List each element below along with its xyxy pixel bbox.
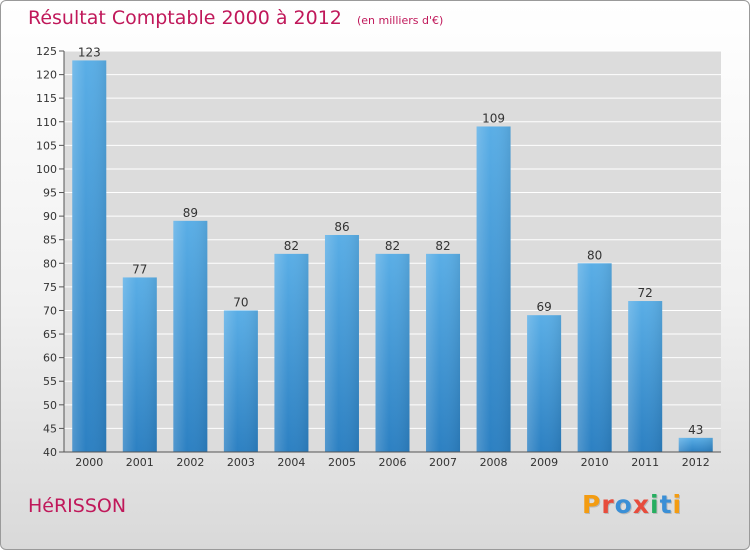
data-label: 72 (638, 286, 653, 300)
bar-shade (577, 263, 612, 452)
data-labels: 123 77 89 70 82 86 82 82 109 69 80 72 43 (78, 45, 704, 436)
data-label: 82 (385, 239, 400, 253)
bar-shade (375, 253, 410, 452)
bar-shade (628, 301, 663, 452)
x-tick-label: 2005 (328, 456, 356, 469)
data-label: 82 (284, 239, 299, 253)
data-label: 109 (482, 111, 505, 125)
x-tick-label: 2008 (480, 456, 508, 469)
x-tick-label: 2007 (429, 456, 457, 469)
bar-shade (476, 126, 511, 452)
y-axis: 40 45 50 55 60 65 70 75 80 85 90 95 100 105 110 115 120 1… (36, 45, 65, 459)
logo-letter: o (614, 490, 633, 519)
bar-shade (678, 437, 713, 452)
y-tick-label: 65 (43, 328, 57, 341)
y-tick-label: 55 (43, 375, 57, 388)
bar-shade (223, 310, 258, 452)
y-tick-label: 80 (43, 257, 57, 270)
logo-letter: t (659, 490, 673, 519)
y-tick-label: 120 (36, 69, 57, 82)
y-tick-label: 60 (43, 352, 57, 365)
logo-letter: i (650, 490, 660, 519)
y-tick-label: 85 (43, 234, 57, 247)
data-label: 77 (132, 262, 147, 276)
y-tick-label: 110 (36, 116, 57, 129)
y-tick-label: 45 (43, 422, 57, 435)
data-label: 86 (334, 220, 349, 234)
y-tick-label: 95 (43, 187, 57, 200)
data-label: 89 (183, 206, 198, 220)
y-tick-label: 50 (43, 399, 57, 412)
chart-title: Résultat Comptable 2000 à 2012 (en milli… (28, 7, 443, 29)
bars (72, 60, 713, 452)
y-tick-label: 75 (43, 281, 57, 294)
x-tick-label: 2006 (379, 456, 407, 469)
commune-name: HéRISSON (28, 495, 127, 517)
bar-shade (274, 253, 309, 452)
data-label: 70 (233, 295, 248, 309)
data-label: 43 (688, 423, 703, 437)
bar-shade (527, 315, 562, 452)
x-axis: 2000 2001 2002 2003 2004 2005 2006 2007 2008 2009… (64, 451, 721, 469)
title-unit: (en milliers d'€) (356, 14, 444, 27)
bar-shade (173, 220, 208, 452)
y-tick-label: 70 (43, 304, 57, 317)
bar-shade (426, 253, 461, 452)
logo-letter: x (632, 490, 650, 519)
bar-shade (122, 277, 157, 452)
x-tick-label: 2010 (581, 456, 609, 469)
x-tick-label: 2000 (75, 456, 103, 469)
y-tick-label: 100 (36, 163, 57, 176)
y-tick-label: 125 (36, 45, 57, 58)
x-tick-label: 2009 (530, 456, 558, 469)
y-tick-label: 105 (36, 139, 57, 152)
y-tick-label: 40 (43, 446, 57, 459)
data-label: 80 (587, 248, 602, 262)
x-tick-label: 2004 (277, 456, 305, 469)
x-tick-label: 2012 (682, 456, 710, 469)
x-tick-label: 2011 (631, 456, 659, 469)
data-label: 123 (78, 45, 101, 59)
x-tick-label: 2001 (126, 456, 154, 469)
data-label: 69 (536, 300, 551, 314)
logo-letter: i (672, 490, 683, 519)
bar-shade (72, 60, 107, 452)
logo-letter: P (582, 490, 602, 519)
bar-shade (324, 234, 359, 452)
title-main: Résultat Comptable 2000 à 2012 (28, 7, 342, 29)
x-tick-label: 2002 (176, 456, 204, 469)
data-label: 82 (435, 239, 450, 253)
y-tick-label: 90 (43, 210, 57, 223)
logo-letter: r (601, 490, 615, 519)
y-tick-label: 115 (36, 92, 57, 105)
x-tick-label: 2003 (227, 456, 255, 469)
proxiti-logo: Proxiti (582, 490, 682, 519)
